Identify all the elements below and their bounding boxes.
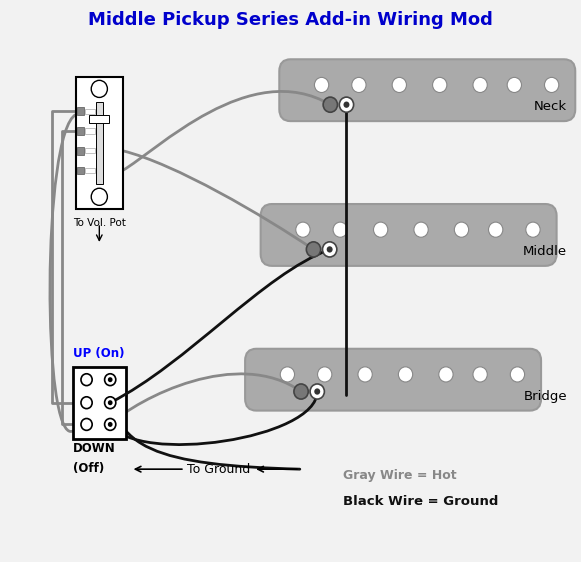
Circle shape — [108, 400, 113, 405]
Circle shape — [473, 367, 487, 382]
Bar — [85, 168, 95, 173]
Circle shape — [374, 222, 388, 237]
Bar — [77, 166, 84, 174]
Bar — [85, 148, 95, 153]
Circle shape — [296, 222, 310, 237]
Text: Middle Pickup Series Add-in Wiring Mod: Middle Pickup Series Add-in Wiring Mod — [88, 11, 493, 29]
Bar — [76, 77, 123, 209]
Circle shape — [91, 80, 107, 97]
Circle shape — [544, 78, 559, 93]
Bar — [73, 366, 125, 439]
Text: UP (On): UP (On) — [73, 347, 124, 360]
Circle shape — [323, 97, 338, 112]
Circle shape — [399, 367, 413, 382]
Circle shape — [81, 374, 92, 386]
Circle shape — [310, 384, 324, 399]
Circle shape — [322, 242, 337, 257]
FancyBboxPatch shape — [261, 204, 557, 266]
Circle shape — [433, 78, 447, 93]
Circle shape — [91, 188, 107, 205]
Circle shape — [352, 78, 366, 93]
Circle shape — [306, 242, 321, 257]
Circle shape — [392, 78, 407, 93]
FancyBboxPatch shape — [245, 349, 541, 411]
Bar — [89, 115, 109, 123]
Circle shape — [314, 388, 320, 395]
Circle shape — [327, 246, 333, 252]
Circle shape — [105, 419, 116, 430]
Circle shape — [526, 222, 540, 237]
Circle shape — [339, 97, 354, 112]
Circle shape — [294, 384, 308, 399]
Circle shape — [108, 422, 113, 427]
Text: Neck: Neck — [534, 100, 567, 113]
Circle shape — [489, 222, 503, 237]
Circle shape — [510, 367, 525, 382]
Circle shape — [105, 397, 116, 409]
Bar — [77, 147, 84, 155]
Circle shape — [105, 374, 116, 386]
FancyBboxPatch shape — [279, 59, 575, 121]
Circle shape — [318, 367, 332, 382]
Circle shape — [507, 78, 522, 93]
Bar — [96, 102, 103, 184]
Text: DOWN: DOWN — [73, 442, 116, 455]
Text: To Ground: To Ground — [188, 463, 250, 475]
Circle shape — [439, 367, 453, 382]
Circle shape — [454, 222, 469, 237]
Bar — [85, 108, 95, 114]
Circle shape — [108, 377, 113, 382]
Circle shape — [358, 367, 372, 382]
Circle shape — [343, 102, 349, 108]
Text: Gray Wire = Hot: Gray Wire = Hot — [343, 469, 457, 482]
Circle shape — [333, 222, 347, 237]
Circle shape — [414, 222, 428, 237]
Text: To Vol. Pot: To Vol. Pot — [73, 218, 125, 228]
Bar — [85, 128, 95, 134]
Circle shape — [314, 78, 329, 93]
Text: (Off): (Off) — [73, 462, 104, 475]
Text: Middle: Middle — [523, 245, 567, 258]
Circle shape — [473, 78, 487, 93]
Text: Bridge: Bridge — [523, 389, 567, 402]
Circle shape — [81, 419, 92, 430]
Bar — [77, 107, 84, 115]
Text: Black Wire = Ground: Black Wire = Ground — [343, 495, 498, 508]
Bar — [77, 127, 84, 135]
Circle shape — [81, 397, 92, 409]
Circle shape — [280, 367, 295, 382]
